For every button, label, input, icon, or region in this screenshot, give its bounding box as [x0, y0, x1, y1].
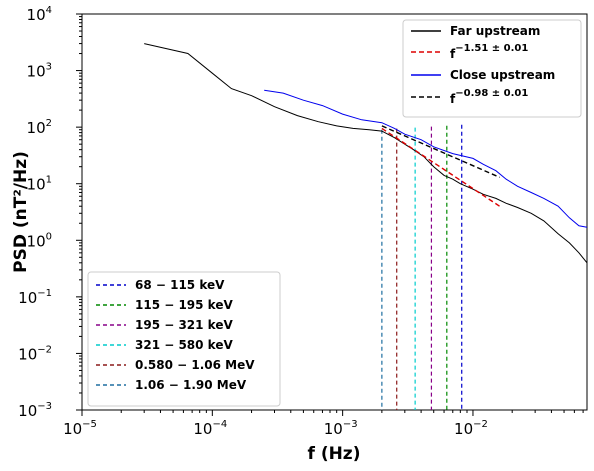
legend-label-2: Close upstream	[450, 68, 555, 82]
series-line-2	[264, 89, 588, 228]
y-tick-label-3: 100	[27, 231, 52, 250]
band-legend-label-4: 0.580 − 1.06 MeV	[135, 358, 255, 372]
band-legend-label-0: 68 − 115 keV	[135, 278, 225, 292]
band-legend-label-3: 321 − 580 keV	[135, 338, 233, 352]
x-axis: 10−5 10−4 10−3 10−2	[63, 410, 584, 438]
x-tick-label-0: 10−5	[63, 419, 97, 438]
legend-top-right: Far upstream f−1.51 ± 0.01 Close upstream f…	[402, 19, 582, 118]
y-tick-label-0: 10−3	[18, 401, 52, 420]
legend-label-1: f−1.51 ± 0.01	[450, 43, 528, 61]
y-tick-label-6: 103	[27, 62, 52, 81]
band-lines	[381, 124, 463, 410]
series-lines	[144, 43, 588, 264]
band-legend-label-5: 1.06 − 1.90 MeV	[135, 378, 247, 392]
band-legend-label-1: 115 − 195 keV	[135, 298, 233, 312]
legend-bottom-left: 68 − 115 keV 115 − 195 keV 195 − 321 keV 32…	[87, 271, 281, 407]
y-tick-label-2: 10−1	[18, 288, 52, 307]
band-legend-label-2: 195 − 321 keV	[135, 318, 233, 332]
y-tick-label-4: 101	[27, 175, 52, 194]
x-tick-label-1: 10−4	[193, 419, 227, 438]
x-tick-label-2: 10−3	[324, 419, 358, 438]
x-axis-label: f (Hz)	[308, 444, 361, 464]
band-legend-box	[87, 271, 281, 407]
legend-label-3: f−0.98 ± 0.01	[450, 88, 528, 106]
y-axis: 10−3 10−2 10−1 100 101 102 103 104	[18, 5, 82, 420]
y-axis-label: PSD (nT²/Hz)	[11, 151, 31, 273]
y-tick-label-5: 102	[27, 118, 52, 137]
y-tick-label-7: 104	[27, 5, 52, 24]
legend-box	[402, 19, 582, 118]
series-line-3	[381, 125, 500, 178]
x-tick-label-3: 10−2	[454, 419, 488, 438]
y-tick-label-1: 10−2	[18, 344, 52, 363]
legend-label-0: Far upstream	[450, 24, 540, 38]
